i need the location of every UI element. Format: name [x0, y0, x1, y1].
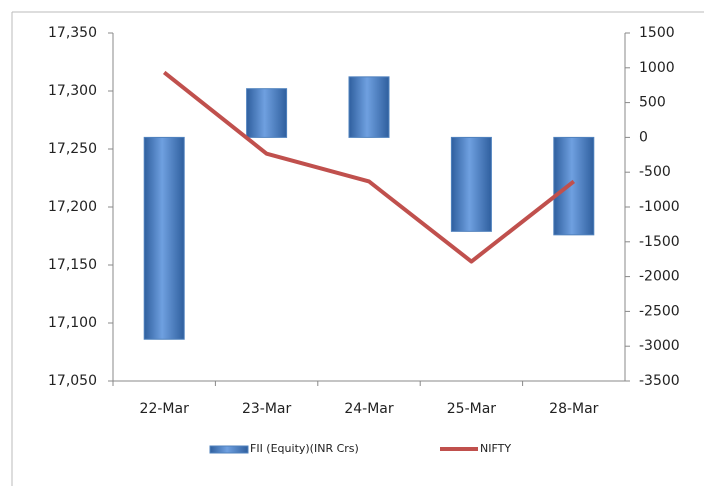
- y-tick-label: 17,050: [48, 373, 97, 389]
- y2-tick-label: -1500: [639, 234, 680, 250]
- x-tick-label: 28-Mar: [549, 401, 599, 417]
- x-tick-label: 22-Mar: [140, 401, 190, 417]
- legend-label: NIFTY: [480, 442, 511, 455]
- y-tick-label: 17,100: [48, 315, 97, 331]
- y2-tick-label: -2000: [639, 269, 680, 285]
- x-tick-label: 24-Mar: [344, 401, 394, 417]
- y2-tick-label: -3500: [639, 373, 680, 389]
- bar: [143, 136, 185, 340]
- y2-tick-label: -3000: [639, 338, 680, 354]
- y-tick-label: 17,200: [48, 199, 97, 215]
- y2-tick-label: 500: [639, 95, 666, 111]
- bar: [246, 88, 288, 138]
- x-tick-label: 25-Mar: [447, 401, 497, 417]
- y2-tick-label: 1500: [639, 25, 675, 41]
- y-tick-label: 17,150: [48, 257, 97, 273]
- bar: [450, 136, 492, 232]
- y2-tick-label: -2500: [639, 303, 680, 319]
- legend-swatch: [209, 445, 249, 454]
- bar: [553, 136, 595, 236]
- y2-tick-label: -1000: [639, 199, 680, 215]
- y-tick-label: 17,250: [48, 141, 97, 157]
- x-tick-label: 23-Mar: [242, 401, 292, 417]
- y2-tick-label: -500: [639, 164, 671, 180]
- y-tick-label: 17,350: [48, 25, 97, 41]
- bar: [348, 76, 390, 138]
- y2-tick-label: 1000: [639, 60, 675, 76]
- legend-label: FII (Equity)(INR Crs): [250, 442, 359, 455]
- line: [162, 70, 576, 264]
- y-tick-label: 17,300: [48, 83, 97, 99]
- y2-tick-label: 0: [639, 129, 648, 145]
- legend: FII (Equity)(INR Crs) NIFTY: [209, 442, 511, 455]
